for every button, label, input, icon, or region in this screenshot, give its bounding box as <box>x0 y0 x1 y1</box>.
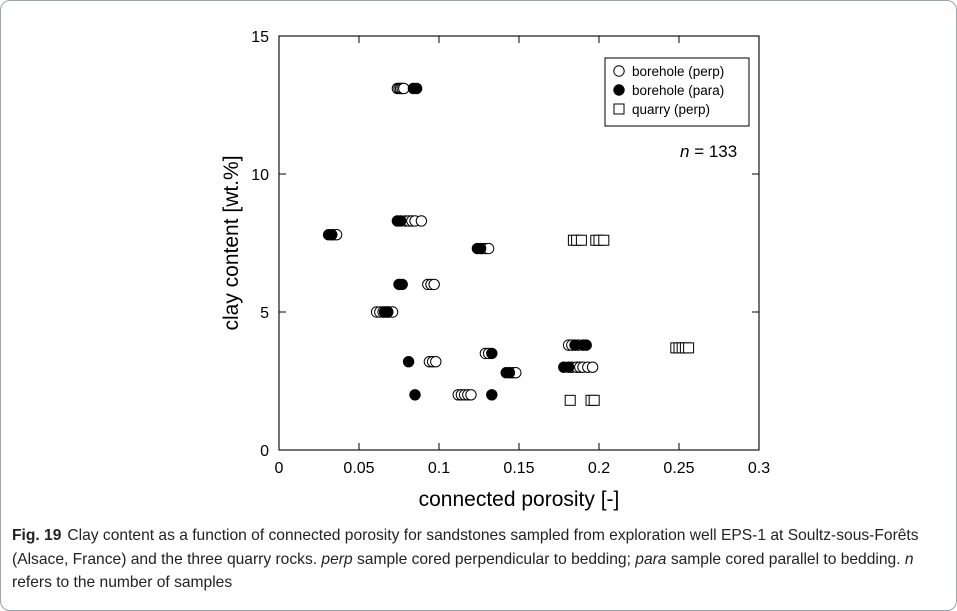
data-point <box>382 306 394 318</box>
data-point <box>575 234 587 246</box>
data-point <box>564 394 576 406</box>
data-point <box>402 355 415 368</box>
data-point <box>562 361 575 373</box>
caption-term-para: para <box>635 550 667 568</box>
figure-caption: Fig. 19 Clay content as a function of con… <box>12 524 942 595</box>
y-tick-label: 0 <box>260 443 269 460</box>
legend-label: borehole (perp) <box>632 64 724 79</box>
data-point <box>486 389 498 401</box>
scatter-chart: 0 0.05 0.1 0.15 0.2 0.25 0.3 0 5 10 15 connected po… <box>220 29 770 511</box>
x-tick-label: 0.05 <box>343 460 374 477</box>
x-tick-label: 0.1 <box>428 460 450 477</box>
y-tick-label: 10 <box>251 167 269 184</box>
legend-label: quarry (perp) <box>632 102 710 117</box>
legend-marker <box>613 84 625 96</box>
data-point <box>398 82 410 95</box>
data-point <box>410 82 423 95</box>
x-tick-label: 0.2 <box>588 460 610 477</box>
data-point <box>683 342 695 354</box>
x-tick-label: 0 <box>275 460 284 477</box>
caption-text-1: Clay content as a function of connected … <box>12 527 919 568</box>
data-point <box>486 347 498 360</box>
legend-marker <box>613 65 625 77</box>
data-point <box>326 229 338 241</box>
figure-label: Fig. 19 <box>12 527 62 544</box>
data-point <box>586 361 599 373</box>
legend-box <box>604 57 750 127</box>
y-tick-label: 5 <box>260 305 269 322</box>
annotation-n-symbol: n <box>680 142 689 161</box>
data-point <box>503 367 516 379</box>
data-point <box>474 242 487 255</box>
caption-text-3: sample cored parallel to bedding. <box>670 550 901 568</box>
x-tick-label: 0.25 <box>663 460 694 477</box>
sample-count-annotation: n = 133 <box>680 142 737 161</box>
data-point <box>598 234 610 246</box>
data-point <box>588 394 600 406</box>
caption-text-4: refers to the number of samples <box>12 574 233 591</box>
data-point <box>415 215 428 227</box>
y-axis-label: clay content [wt.%] <box>220 155 243 330</box>
data-point <box>409 389 421 401</box>
x-tick-label: 0.15 <box>503 460 534 477</box>
caption-term-n: n <box>904 550 914 568</box>
legend-label: borehole (para) <box>632 83 724 98</box>
x-axis-label: connected porosity [-] <box>419 488 620 511</box>
x-tick-label: 0.3 <box>748 460 770 477</box>
data-point <box>396 278 408 291</box>
caption-term-perp: perp <box>321 550 353 568</box>
data-point <box>580 339 592 351</box>
legend-marker <box>613 103 625 115</box>
data-point <box>428 278 440 291</box>
data-point <box>394 215 407 227</box>
data-point <box>430 355 442 368</box>
annotation-value: = 133 <box>689 142 737 161</box>
data-point <box>465 389 477 401</box>
caption-text-2: sample cored perpendicular to bedding; <box>356 550 631 568</box>
y-tick-label: 15 <box>251 29 269 46</box>
